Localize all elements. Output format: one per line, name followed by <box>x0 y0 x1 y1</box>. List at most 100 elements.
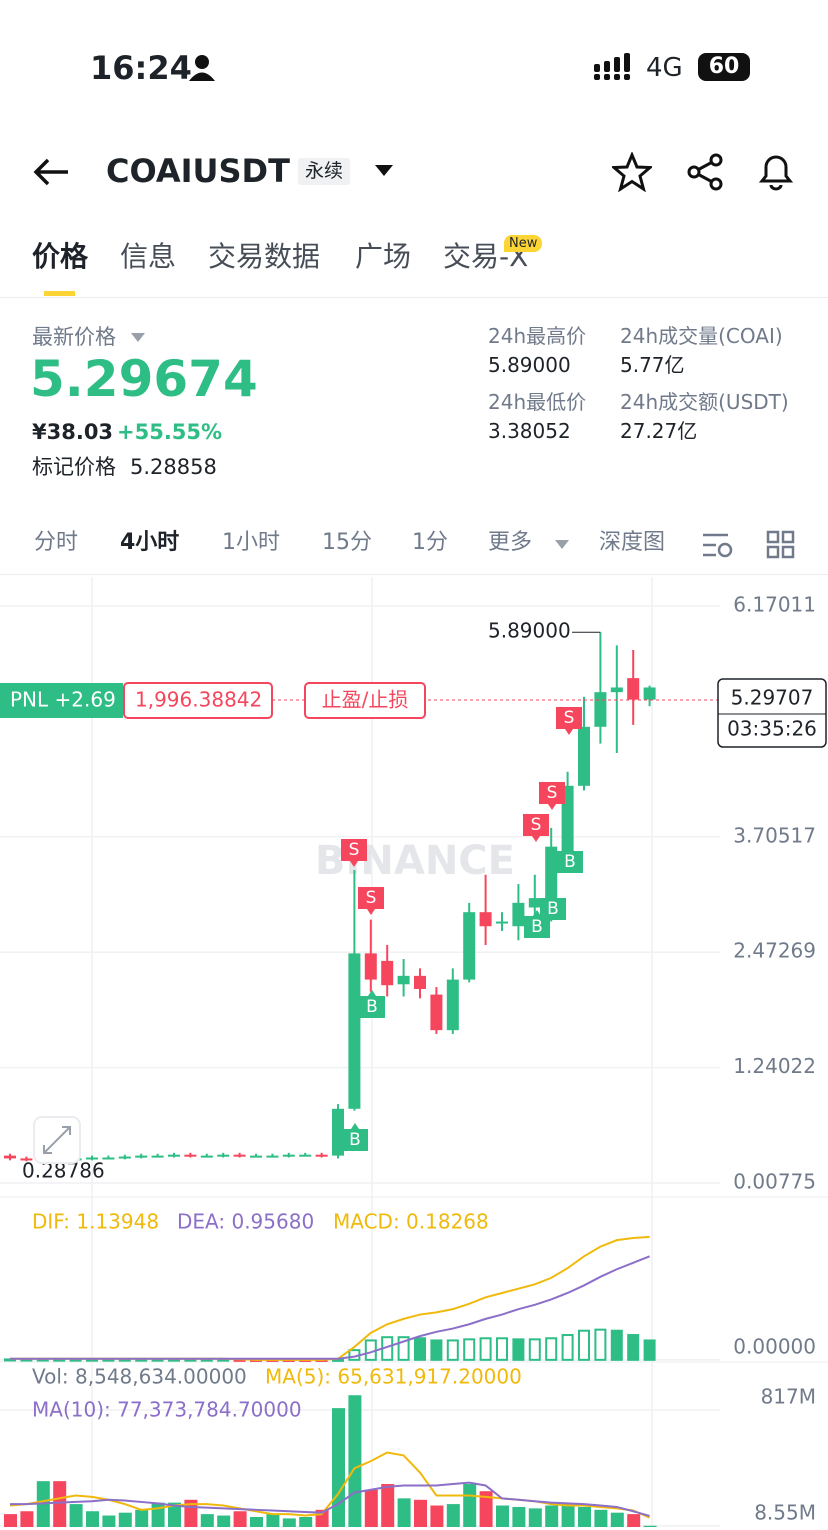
volume-bar <box>512 1506 526 1527</box>
volume-bar <box>53 1481 67 1527</box>
candle-body <box>545 846 558 903</box>
volume-bar <box>479 1491 493 1527</box>
volume-bar <box>446 1504 460 1527</box>
macd-bar <box>610 1329 623 1361</box>
volume-bar <box>348 1395 362 1527</box>
candle-body <box>446 979 459 1031</box>
indicator-line <box>10 1481 650 1517</box>
volume-bar <box>168 1502 181 1527</box>
more-dropdown[interactable] <box>555 540 569 550</box>
macd-bar <box>135 1358 148 1362</box>
interval[interactable]: 1分 <box>412 530 448 555</box>
countdown: 03:35:26 <box>727 717 817 741</box>
pnl-box[interactable] <box>0 683 123 718</box>
candle-body <box>250 1155 262 1158</box>
candle-body <box>135 1155 148 1158</box>
high-label: 5.89000 <box>488 619 571 643</box>
volume-bar <box>397 1498 411 1527</box>
tpsl-button[interactable] <box>304 682 426 719</box>
candle-body <box>200 1155 213 1158</box>
macd-bar <box>528 1338 541 1361</box>
interval[interactable]: 深度图 <box>599 530 666 555</box>
macd-bar <box>430 1339 443 1361</box>
trade-marker <box>359 990 385 1018</box>
macd-bar <box>446 1339 459 1361</box>
y-tick-label: 8.55M <box>754 1500 816 1524</box>
volume-bar <box>545 1505 559 1527</box>
volume-bar <box>69 1504 83 1527</box>
tab[interactable]: 交易数据 <box>208 240 321 273</box>
macd-bar <box>463 1338 476 1361</box>
last-price: 5.29674 <box>30 350 258 408</box>
macd-bar <box>545 1337 558 1361</box>
volume-bar <box>217 1515 231 1527</box>
interval[interactable]: 分时 <box>34 530 79 555</box>
interval[interactable]: 15分 <box>322 530 372 555</box>
mark-price: 5.28858 <box>130 455 217 479</box>
volume-bar <box>627 1514 641 1527</box>
trade-marker-label: B <box>547 899 559 919</box>
volume-bar <box>250 1516 263 1527</box>
interval[interactable]: 4小时 <box>120 530 180 555</box>
trade-marker-label: B <box>366 997 378 1017</box>
tab[interactable]: 价格 <box>32 240 89 273</box>
candle-body <box>627 678 640 700</box>
candle-body <box>102 1157 115 1160</box>
candle-body <box>643 687 656 700</box>
macd-bar <box>512 1338 525 1361</box>
pnl-text: PNL +2.69 <box>10 688 116 712</box>
candle-body <box>528 898 541 908</box>
candle-body <box>479 912 492 927</box>
candle-body <box>266 1155 279 1158</box>
favorite-button[interactable] <box>612 152 652 192</box>
trade-marker <box>342 1123 368 1151</box>
macd-bar <box>151 1358 164 1362</box>
user-icon <box>189 55 215 81</box>
stat-value: 5.77亿 <box>620 353 685 377</box>
price-label-dropdown[interactable] <box>131 333 145 343</box>
settings-button[interactable] <box>702 530 734 560</box>
candle-body <box>348 953 361 1109</box>
macd-bar <box>643 1339 656 1361</box>
macd-bar <box>496 1337 508 1361</box>
volume-bar <box>233 1511 247 1527</box>
share-button[interactable] <box>685 152 725 192</box>
volume-bar <box>299 1516 313 1527</box>
tab[interactable]: 信息 <box>120 240 177 273</box>
symbol-dropdown[interactable] <box>374 164 394 178</box>
stat-value: 3.38052 <box>488 419 571 443</box>
candle-body <box>414 975 426 989</box>
candle-body <box>168 1154 180 1157</box>
candle-body <box>151 1155 164 1158</box>
y-tick-label: 0.00775 <box>733 1169 816 1193</box>
volume-bar <box>578 1506 591 1527</box>
candle-body <box>299 1154 312 1157</box>
stat-label: 24h最低价 <box>488 390 587 414</box>
interval[interactable]: 1小时 <box>222 530 280 555</box>
macd-bar <box>627 1334 640 1361</box>
divider <box>0 574 828 575</box>
alert-button[interactable] <box>756 150 796 192</box>
trade-marker-label: B <box>349 1130 361 1150</box>
volume-bar <box>561 1504 575 1527</box>
back-button[interactable] <box>32 155 72 189</box>
mark-label: 标记价格 <box>32 455 116 479</box>
candle-body <box>233 1154 246 1157</box>
macd-bar <box>479 1337 492 1361</box>
volume-bar <box>528 1508 542 1527</box>
candle-body <box>20 1158 33 1161</box>
candle-body <box>430 994 443 1031</box>
tab[interactable]: 广场 <box>355 240 412 273</box>
stat-value: 5.89000 <box>488 353 571 377</box>
symbol[interactable]: COAIUSDT <box>106 152 290 190</box>
trade-marker-label: S <box>349 840 360 860</box>
y-tick-label: 1.24022 <box>733 1054 816 1078</box>
macd-bar <box>332 1358 344 1362</box>
volume-bar <box>610 1512 624 1527</box>
trade-marker <box>540 892 566 920</box>
layout-button[interactable] <box>766 530 796 560</box>
interval[interactable]: 更多 <box>488 530 533 555</box>
trade-marker-label: S <box>366 888 377 908</box>
trade-marker <box>523 814 549 842</box>
cny-price: ¥38.03 <box>32 420 114 444</box>
